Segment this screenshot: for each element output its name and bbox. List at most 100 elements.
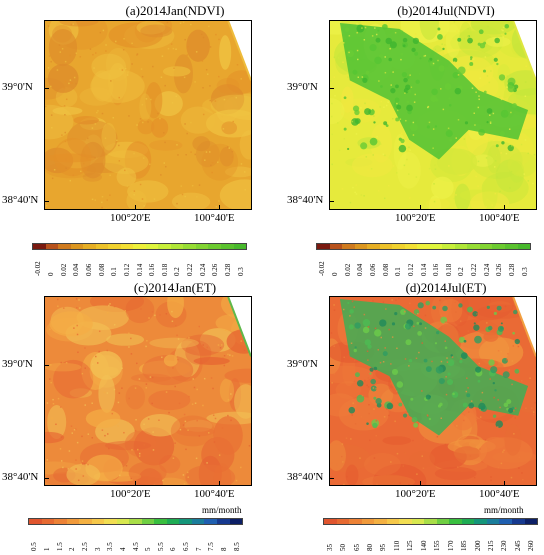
- map-noise-pixel: [342, 461, 343, 462]
- map-noise-pixel: [60, 406, 61, 407]
- map-noise-pixel: [368, 144, 369, 145]
- map-vegetation-speckle: [470, 58, 472, 60]
- map-noise-pixel: [176, 96, 177, 97]
- map-noise-pixel: [72, 82, 73, 83]
- colorbar-swatch: [392, 244, 405, 249]
- map-noise-pixel: [476, 313, 477, 314]
- colorbar-swatch: [355, 244, 368, 249]
- map-noise-pixel: [369, 440, 370, 441]
- map-vegetation-speckle: [457, 38, 461, 42]
- map-vegetation-speckle: [380, 85, 383, 88]
- map-noise-pixel: [513, 480, 514, 481]
- lat-label-3840n-d: 38°40'N: [287, 471, 323, 483]
- map-noise-pixel: [496, 154, 497, 155]
- map-noise-pixel: [107, 433, 108, 434]
- map-noise-pixel: [179, 403, 180, 404]
- map-noise-pixel: [368, 377, 369, 378]
- map-vegetation-speckle: [349, 309, 354, 314]
- map-noise-pixel: [331, 103, 332, 104]
- map-vegetation-speckle: [479, 29, 484, 34]
- map-noise-pixel: [351, 459, 352, 460]
- map-noise-pixel: [119, 392, 120, 393]
- map-noise-pixel: [352, 402, 353, 403]
- map-vegetation-speckle: [347, 302, 349, 304]
- colorbar-tick-label: 0.14: [136, 264, 144, 276]
- map-noise-pixel: [152, 66, 153, 67]
- colorbar-swatch: [129, 519, 142, 524]
- map-noise-pixel: [165, 166, 166, 167]
- map-noise-pixel: [346, 438, 347, 439]
- map-noise-pixel: [511, 477, 512, 478]
- map-noise-pixel: [74, 77, 75, 78]
- map-noise-pixel: [140, 184, 141, 185]
- map-noise-pixel: [404, 92, 405, 93]
- map-noise-pixel: [507, 353, 508, 354]
- map-noise-pixel: [45, 106, 46, 107]
- map-noise-pixel: [396, 172, 397, 173]
- map-vegetation-speckle: [374, 57, 382, 65]
- map-noise-pixel: [373, 115, 374, 116]
- map-noise-pixel: [476, 331, 477, 332]
- map-noise-pixel: [224, 99, 225, 100]
- tick-lat-b1: [329, 88, 334, 89]
- map-noise-pixel: [368, 413, 369, 414]
- map-noise-pixel: [244, 171, 245, 172]
- map-vegetation-speckle: [390, 88, 395, 93]
- map-vegetation-speckle: [436, 366, 444, 374]
- map-noise-pixel: [47, 402, 48, 403]
- map-noise-pixel: [173, 68, 174, 69]
- tick-lon-a1: [135, 205, 136, 210]
- map-vegetation-speckle: [382, 24, 388, 30]
- map-noise-pixel: [117, 425, 118, 426]
- map-noise-pixel: [412, 440, 413, 441]
- colorbar-tick-label: 0.12: [407, 264, 415, 276]
- map-noise-pixel: [378, 80, 379, 81]
- map-noise-pixel: [400, 118, 401, 119]
- colorbar-tick-label: 155: [433, 541, 441, 552]
- map-noise-pixel: [140, 118, 141, 119]
- map-vegetation-speckle: [376, 38, 381, 43]
- map-noise-pixel: [405, 120, 406, 121]
- map-noise-pixel: [218, 200, 219, 201]
- map-noise-pixel: [182, 194, 183, 195]
- map-noise-pixel: [146, 98, 147, 99]
- map-noise-pixel: [130, 338, 131, 339]
- map-noise-pixel: [352, 301, 353, 302]
- colorbar-tick-label: 3: [94, 548, 102, 552]
- map-et-jan: [44, 296, 252, 486]
- map-noise-pixel: [105, 44, 106, 45]
- map-noise-pixel: [451, 39, 452, 40]
- colorbar-swatch: [92, 519, 105, 524]
- map-noise-pixel: [107, 94, 108, 95]
- map-noise-pixel: [183, 22, 184, 23]
- colorbar-swatch: [380, 244, 393, 249]
- map-noise-pixel: [499, 96, 500, 97]
- colorbar-tick-label: 0.06: [369, 264, 377, 276]
- map-vegetation-speckle: [360, 142, 367, 149]
- map-vegetation-speckle: [374, 367, 378, 371]
- map-vegetation-speckle: [417, 331, 422, 336]
- colorbar-swatch: [374, 519, 387, 524]
- colorbar-tick-label: 0.06: [85, 264, 93, 276]
- map-noise-pixel: [396, 391, 397, 392]
- map-noise-pixel: [388, 185, 389, 186]
- map-noise-pixel: [498, 350, 499, 351]
- map-noise-pixel: [214, 468, 215, 469]
- map-noise-pixel: [166, 391, 167, 392]
- map-noise-pixel: [386, 408, 387, 409]
- map-vegetation-speckle: [438, 404, 441, 407]
- map-vegetation-speckle: [508, 145, 514, 151]
- map-noise-pixel: [411, 87, 412, 88]
- map-noise-pixel: [137, 449, 138, 450]
- map-noise-pixel: [375, 388, 376, 389]
- map-vegetation-speckle: [500, 131, 505, 136]
- map-noise-pixel: [489, 115, 490, 116]
- map-noise-pixel: [196, 196, 197, 197]
- map-noise-pixel: [509, 128, 510, 129]
- map-noise-pixel: [357, 50, 358, 51]
- map-noise-pixel: [164, 85, 165, 86]
- map-noise-pixel: [373, 387, 374, 388]
- colorbar-swatch: [54, 519, 67, 524]
- map-noise-pixel: [67, 114, 68, 115]
